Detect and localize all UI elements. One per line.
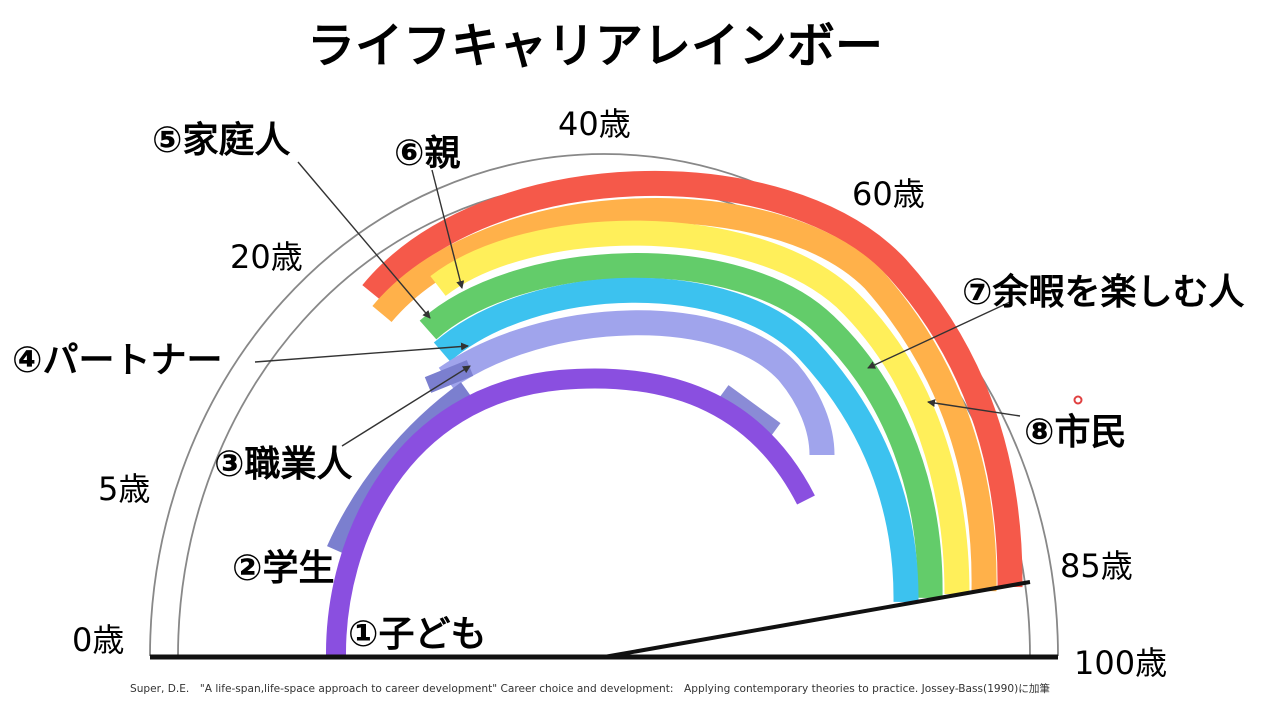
age-label-20: 20歳	[230, 238, 303, 276]
leader-line-homemaker	[297, 161, 431, 319]
age-label-85: 85歳	[1060, 547, 1133, 585]
role-label-worker: ③職業人	[214, 444, 352, 485]
red-dot-marker	[1073, 395, 1083, 405]
rainbow-band-leisure	[372, 198, 997, 592]
role-label-partner: ④パートナー	[12, 340, 222, 381]
rainbow-band-homemaker	[419, 253, 943, 599]
age-label-5: 5歳	[98, 470, 150, 508]
rainbow-band-child	[325, 368, 815, 657]
leader-line-leisure	[867, 301, 1011, 369]
outer-arc-frame	[149, 153, 1059, 657]
role-label-homemaker: ⑤家庭人	[152, 120, 290, 161]
rainbow-band-spouse	[433, 277, 919, 603]
age-85-pointer-line	[603, 580, 1031, 659]
leader-line-parent	[431, 169, 465, 289]
citation-text: Super, D.E. "A life-span,life-space appr…	[130, 682, 1050, 695]
role-label-leisure: ⑦余暇を楽しむ人	[962, 271, 1244, 313]
role-label-citizen: ⑧市民	[1024, 412, 1126, 453]
role-label-student: ②学生	[232, 547, 334, 589]
age-label-40: 40歳	[558, 105, 631, 143]
leader-line-citizen	[927, 399, 1021, 417]
rainbow-band-citizen	[362, 170, 1023, 588]
page-title: ライフキャリアレインボー	[307, 18, 883, 74]
rainbow-band-parent	[430, 220, 970, 595]
leader-line-worker	[341, 365, 471, 447]
worker-segment-mid	[715, 385, 781, 441]
leader-line-partner	[254, 342, 469, 363]
age-label-100: 100歳	[1074, 644, 1167, 682]
age-label-60: 60歳	[852, 175, 925, 213]
role-label-parent: ⑥親	[394, 133, 460, 174]
rainbow-band-partner	[438, 310, 835, 456]
role-label-child: ①子ども	[348, 614, 486, 655]
age-label-0: 0歳	[72, 621, 124, 659]
